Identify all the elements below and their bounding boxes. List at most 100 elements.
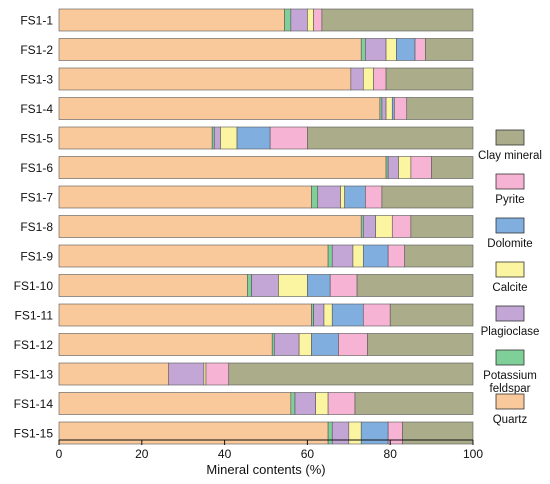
- bar-segment-FS1-6-clay-mineral: [431, 156, 474, 179]
- bar-segment-FS1-13-calcite: [203, 362, 207, 386]
- category-label: FS1-8: [20, 220, 53, 234]
- legend-label: Plagioclase: [481, 326, 540, 338]
- legend-label: Clay mineral: [478, 150, 542, 162]
- bar-segment-FS1-1-calcite: [307, 8, 314, 32]
- legend-swatch-clay-mineral: [495, 129, 525, 146]
- bar-segment-FS1-14-clay-mineral: [354, 392, 474, 415]
- legend-label: feldspar: [490, 383, 531, 395]
- bar-segment-FS1-12-dolomite: [311, 333, 339, 356]
- bar-segment-FS1-11-potassium-feldspar: [311, 303, 314, 327]
- category-label: FS1-5: [20, 132, 53, 146]
- bar-segment-FS1-5-quartz: [58, 126, 213, 150]
- x-tick-label: 20: [135, 447, 149, 461]
- x-tick-label: 80: [384, 447, 398, 461]
- bar-segment-FS1-5-pyrite: [269, 126, 308, 150]
- legend-swatch-pyrite: [495, 173, 525, 190]
- category-label: FS1-14: [14, 397, 54, 411]
- bar-segment-FS1-15-calcite: [348, 421, 362, 445]
- bar-segment-FS1-4-potassium-feldspar: [379, 97, 383, 120]
- bar-segment-FS1-8-pyrite: [391, 215, 412, 238]
- legend-swatch-potassium-feldspar: [495, 349, 525, 366]
- bar-segment-FS1-14-plagioclase: [294, 392, 316, 415]
- bar-segment-FS1-8-plagioclase: [362, 215, 377, 238]
- legend-swatch-dolomite: [495, 217, 525, 234]
- bar-segment-FS1-15-plagioclase: [331, 421, 350, 445]
- bar-segment-FS1-11-quartz: [58, 303, 312, 327]
- bar-segment-FS1-4-quartz: [58, 97, 381, 120]
- bar-segment-FS1-10-pyrite: [329, 274, 358, 297]
- category-label: FS1-12: [14, 338, 54, 352]
- bar-segment-FS1-7-quartz: [58, 185, 312, 209]
- x-ticks: 0 20 40 60 80 100: [56, 440, 483, 461]
- bar-segment-FS1-7-clay-mineral: [381, 185, 474, 209]
- bar-segment-FS1-12-clay-mineral: [367, 333, 474, 356]
- bar-segment-FS1-13-pyrite: [205, 362, 230, 386]
- category-label: FS1-2: [20, 43, 53, 57]
- bar-segment-FS1-13-clay-mineral: [228, 362, 474, 386]
- bar-segment-FS1-6-potassium-feldspar: [385, 156, 389, 179]
- bar-segment-FS1-15-potassium-feldspar: [327, 421, 333, 445]
- bar-segment-FS1-11-clay-mineral: [389, 303, 474, 327]
- bar-segment-FS1-12-calcite: [298, 333, 312, 356]
- bar-segment-FS1-9-potassium-feldspar: [327, 244, 333, 268]
- legend-swatch-plagioclase: [495, 305, 525, 322]
- bar-segment-FS1-9-plagioclase: [331, 244, 354, 268]
- bar-segment-FS1-3-quartz: [58, 67, 352, 91]
- bar-segment-FS1-4-pyrite: [394, 97, 408, 120]
- bar-segment-FS1-10-clay-mineral: [356, 274, 474, 297]
- bar-segment-FS1-14-potassium-feldspar: [290, 392, 296, 415]
- category-label: FS1-7: [20, 191, 53, 205]
- bar-segment-FS1-2-potassium-feldspar: [360, 38, 366, 61]
- bar-segment-FS1-8-potassium-feldspar: [360, 215, 364, 238]
- bar-segment-FS1-2-quartz: [58, 38, 362, 61]
- bar-segment-FS1-12-potassium-feldspar: [271, 333, 275, 356]
- bar-segment-FS1-7-calcite: [340, 185, 345, 209]
- bar-segment-FS1-10-dolomite: [307, 274, 331, 297]
- bar-segment-FS1-5-potassium-feldspar: [211, 126, 215, 150]
- category-label: FS1-11: [15, 309, 54, 323]
- bar-segment-FS1-6-plagioclase: [387, 156, 399, 179]
- bar-segment-FS1-4-plagioclase: [381, 97, 387, 120]
- bar-segment-FS1-15-clay-mineral: [402, 421, 474, 445]
- bar-segment-FS1-1-pyrite: [313, 8, 323, 32]
- bar-segment-FS1-7-pyrite: [365, 185, 383, 209]
- bar-segment-FS1-3-clay-mineral: [385, 67, 474, 91]
- x-tick-label: 60: [301, 447, 315, 461]
- bar-segment-FS1-12-pyrite: [338, 333, 368, 356]
- legend-label: Calcite: [492, 282, 527, 294]
- bar-segment-FS1-14-pyrite: [327, 392, 356, 415]
- category-label: FS1-15: [14, 427, 54, 441]
- bar-segment-FS1-3-pyrite: [373, 67, 387, 91]
- category-labels: FS1-1 FS1-2 FS1-3 FS1-4 FS1-5 FS1-6 FS1-7 FS1-8…: [14, 14, 54, 441]
- bar-segment-FS1-13-quartz: [58, 362, 170, 386]
- bar-segment-FS1-12-plagioclase: [273, 333, 300, 356]
- bar-segment-FS1-9-pyrite: [387, 244, 405, 268]
- bar-segment-FS1-14-calcite: [315, 392, 329, 415]
- bar-segment-FS1-9-dolomite: [362, 244, 389, 268]
- category-label: FS1-9: [20, 250, 53, 264]
- bar-segment-FS1-10-plagioclase: [251, 274, 279, 297]
- category-label: FS1-3: [20, 73, 53, 87]
- bar-segment-FS1-3-plagioclase: [350, 67, 364, 91]
- bar-segment-FS1-11-calcite: [323, 303, 333, 327]
- category-label: FS1-10: [14, 279, 54, 293]
- legend-swatch-quartz: [495, 393, 525, 410]
- bar-segment-FS1-8-quartz: [58, 215, 362, 238]
- bar-segment-FS1-5-clay-mineral: [307, 126, 474, 150]
- bar-segment-FS1-2-clay-mineral: [425, 38, 474, 61]
- legend: Clay mineral Pyrite Dolomite Calcite Plagioc…: [478, 129, 542, 426]
- bar-segment-FS1-1-quartz: [58, 8, 285, 32]
- bar-segment-FS1-2-pyrite: [414, 38, 426, 61]
- bar-segment-FS1-11-pyrite: [362, 303, 391, 327]
- bar-segment-FS1-10-calcite: [278, 274, 308, 297]
- bar-segment-FS1-1-clay-mineral: [321, 8, 474, 32]
- bar-segment-FS1-6-quartz: [58, 156, 387, 179]
- bar-segment-FS1-4-dolomite: [391, 97, 395, 120]
- bar-segment-FS1-7-potassium-feldspar: [311, 185, 319, 209]
- bar-segment-FS1-9-calcite: [352, 244, 364, 268]
- bar-segment-FS1-2-calcite: [385, 38, 397, 61]
- x-tick-label: 100: [463, 447, 483, 461]
- bar-segment-FS1-2-plagioclase: [365, 38, 387, 61]
- legend-label: Dolomite: [487, 238, 532, 250]
